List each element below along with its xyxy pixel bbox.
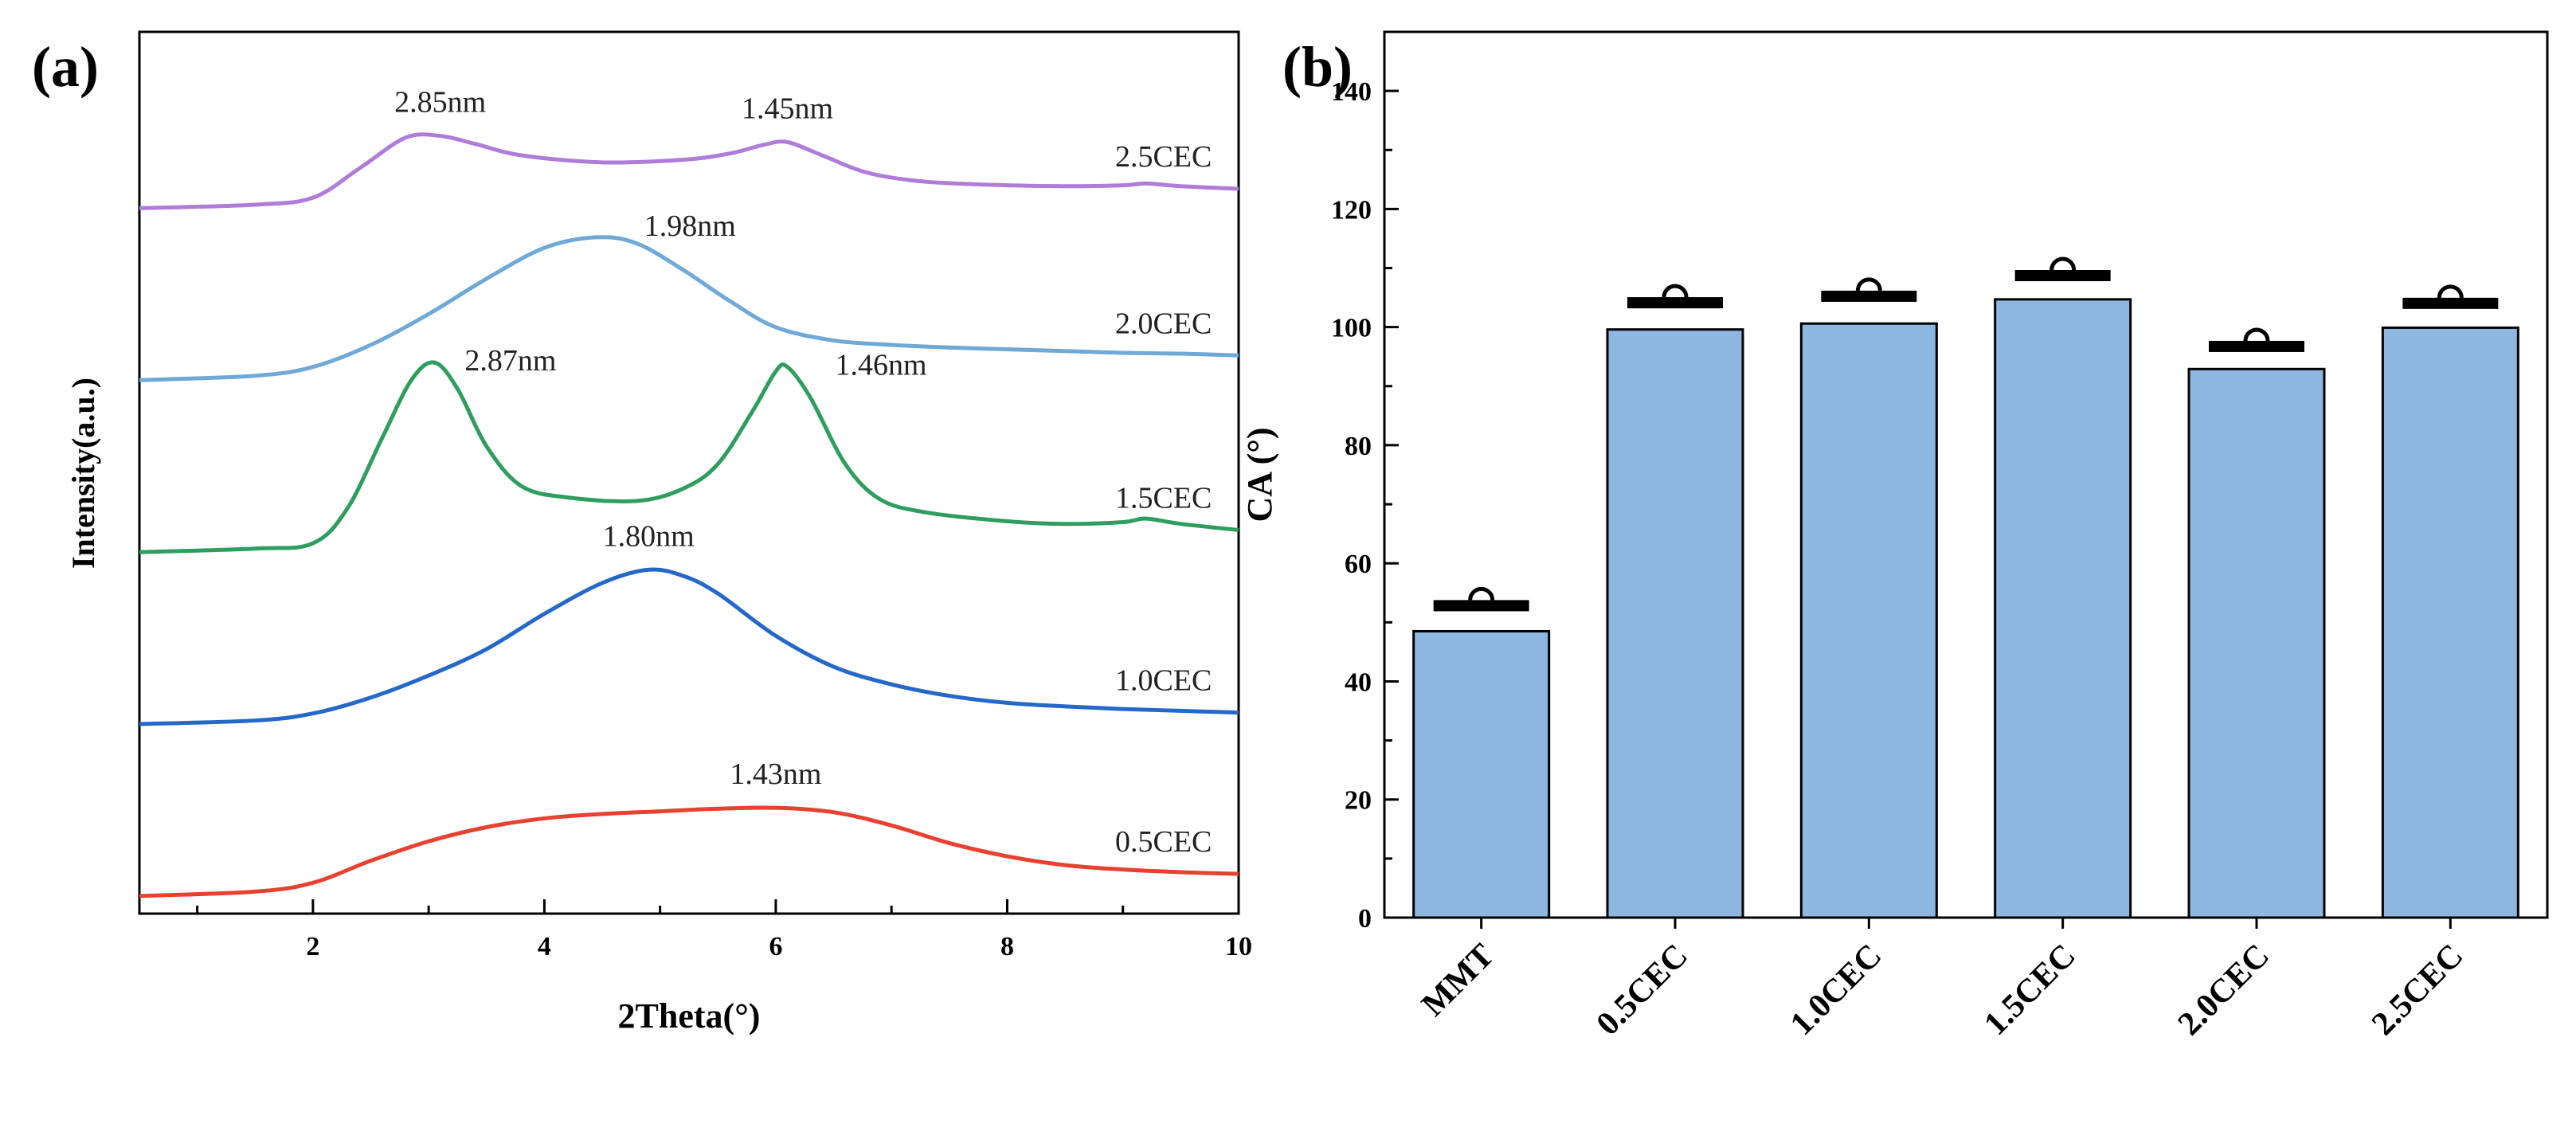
panel-b-label: (b) [1282,35,1353,99]
xrd-series-label: 1.0CEC [1115,664,1212,698]
ca-y-tick-label: 0 [1358,904,1372,934]
ca-bar-0-5cec [1606,328,1744,919]
xrd-series-label: 2.0CEC [1115,307,1212,340]
xrd-line-2-5cec [139,132,1239,210]
ca-category-label: 0.5CEC [1590,938,1695,1043]
ca-error-bar [1433,600,1529,612]
xrd-x-tick-label: 6 [769,932,782,961]
ca-error-bar [2209,340,2304,352]
xrd-peak-label: 1.43nm [730,757,821,791]
ca-error-bar [1627,297,1723,309]
ca-error-cap [1662,284,1689,298]
ca-bar-1-5cec [1994,298,2132,919]
ca-bar-2-0cec [2187,367,2326,919]
ca-error-bar [2402,297,2499,309]
xrd-series-label: 1.5CEC [1115,481,1212,515]
xrd-series-labels: 0.5CEC 1.0CEC 1.5CEC 2.0CEC 2.5CEC [1115,140,1212,859]
xrd-x-tick-label: 4 [538,932,551,961]
ca-category-label: 2.5CEC [2365,938,2470,1043]
ca-y-tick-label: 20 [1345,786,1372,816]
ca-category-labels: MMT 0.5CEC 1.0CEC 1.5CEC 2.0CEC 2.5CEC [1415,918,2470,1043]
xrd-peak-label: 1.45nm [742,92,833,125]
ca-bars [1412,256,2519,919]
ca-bar-2-5cec [2381,326,2519,919]
xrd-x-tick-label: 8 [1000,932,1014,961]
xrd-x-ticks: 2 4 6 8 10 [196,899,1252,961]
ca-plot-frame [1383,30,2549,919]
ca-error-bar [2014,269,2111,281]
ca-error-cap [2243,327,2270,342]
xrd-line-0-5cec [139,805,1239,898]
xrd-peak-label: 2.87nm [464,344,556,378]
xrd-plot-frame [138,30,1240,915]
ca-y-tick-label: 40 [1345,667,1372,697]
xrd-peak-label: 1.80nm [603,519,695,553]
xrd-series [139,132,1239,898]
xrd-series-label: 2.5CEC [1115,140,1212,174]
ca-y-tick-label: 80 [1345,432,1372,461]
xrd-line-1-0cec [139,567,1239,726]
ca-error-cap [2049,256,2077,271]
ca-error-cap [1855,277,1882,292]
xrd-series-label: 0.5CEC [1115,825,1212,859]
ca-error-cap [2437,284,2464,299]
xrd-line-2-0cec [139,235,1239,382]
xrd-peak-label: 2.85nm [394,86,486,119]
ca-y-tick-label: 100 [1331,314,1372,343]
ca-category-label: MMT [1415,938,1501,1024]
xrd-y-axis-label: Intensity(a.u.) [65,378,101,569]
ca-y-ticks: 0 20 40 60 80 100 120 140 [1331,77,1399,934]
ca-y-tick-label: 60 [1345,550,1372,579]
xrd-peak-annotations: 1.43nm 1.80nm 2.87nm 1.46nm 1.98nm 2.85nm 1.45… [394,86,926,792]
ca-y-tick-label: 120 [1331,195,1372,225]
xrd-peak-label: 1.98nm [644,209,736,243]
ca-bar-mmt [1412,629,1551,919]
xrd-x-tick-label: 2 [306,932,319,961]
xrd-x-axis-label: 2Theta(°) [618,996,761,1035]
ca-error-bar [1821,290,1917,302]
ca-error-cap [1468,586,1495,601]
ca-chart: 0 20 40 60 80 100 120 140 MMT 0.5CEC 1.0CEC 1.5CEC… [1240,30,2549,1043]
xrd-line-1-5cec [139,360,1239,554]
xrd-peak-label: 1.46nm [835,349,926,382]
panel-a-label: (a) [32,35,99,99]
xrd-chart: 2 4 6 8 10 0.5CEC 1.0CEC 1.5CEC 2.0CEC 2.5CEC 1.… [65,30,1252,1035]
ca-category-label: 1.0CEC [1783,938,1889,1043]
ca-bar-1-0cec [1799,322,1938,919]
ca-y-axis-label: CA (°) [1240,427,1279,522]
ca-category-label: 2.0CEC [2171,938,2277,1043]
ca-y-tick-label: 140 [1331,77,1372,107]
xrd-x-tick-label: 10 [1225,932,1252,961]
ca-category-label: 1.5CEC [1977,938,2082,1043]
